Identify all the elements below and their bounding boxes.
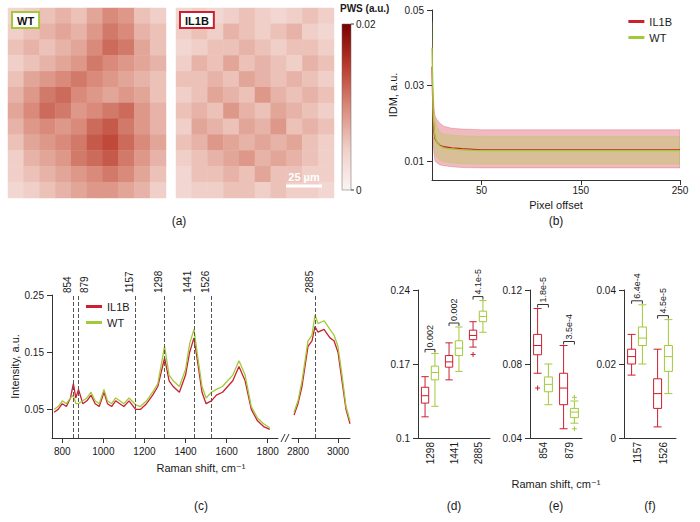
svg-text:1400: 1400 [174, 446, 197, 457]
svg-text:250: 250 [672, 185, 689, 196]
svg-text:Raman shift, cm⁻¹: Raman shift, cm⁻¹ [157, 462, 246, 474]
svg-text:879: 879 [564, 442, 575, 459]
svg-text:0.04: 0.04 [503, 433, 523, 444]
svg-text:854: 854 [62, 276, 73, 293]
svg-text:1526: 1526 [658, 442, 669, 465]
svg-text:1298: 1298 [425, 442, 436, 465]
svg-text:IL1B: IL1B [107, 301, 130, 313]
svg-text:2800: 2800 [287, 446, 310, 457]
svg-text:3.5e-4: 3.5e-4 [564, 314, 574, 340]
svg-text:1157: 1157 [124, 271, 135, 293]
svg-text:1800: 1800 [257, 446, 280, 457]
svg-text:879: 879 [79, 276, 90, 293]
svg-text:1200: 1200 [133, 446, 156, 457]
svg-text:IDM, a.u.: IDM, a.u. [387, 73, 399, 118]
svg-text:(a): (a) [172, 214, 187, 228]
svg-text:1157: 1157 [632, 442, 643, 464]
svg-text:0.12: 0.12 [503, 285, 523, 296]
svg-text:PWS (a.u.): PWS (a.u.) [340, 3, 389, 14]
svg-text:Raman shift, cm⁻¹: Raman shift, cm⁻¹ [512, 478, 601, 490]
svg-text:4.1e-5: 4.1e-5 [473, 269, 483, 295]
svg-text:Pixel offset: Pixel offset [529, 199, 583, 211]
svg-text:WT: WT [107, 317, 124, 329]
svg-text:(c): (c) [194, 499, 208, 513]
svg-text:0.002: 0.002 [449, 298, 459, 321]
svg-text:IL1B: IL1B [649, 16, 672, 28]
svg-text:1.8e-5: 1.8e-5 [538, 277, 548, 303]
svg-text:1600: 1600 [216, 446, 239, 457]
svg-text:(b): (b) [549, 214, 564, 228]
svg-text:0: 0 [610, 433, 616, 444]
svg-text:WT: WT [17, 15, 34, 27]
svg-text:1000: 1000 [92, 446, 115, 457]
svg-text:0.08: 0.08 [503, 359, 523, 370]
svg-text:50: 50 [476, 185, 488, 196]
svg-text:0.05: 0.05 [25, 404, 45, 415]
svg-text:0.05: 0.05 [405, 5, 425, 16]
svg-text:0.04: 0.04 [597, 285, 617, 296]
svg-text:4.5e-5: 4.5e-5 [658, 288, 668, 314]
svg-text:800: 800 [54, 446, 71, 457]
svg-text:0.24: 0.24 [391, 285, 411, 296]
svg-text:(e): (e) [549, 499, 564, 513]
svg-text:1526: 1526 [200, 270, 211, 293]
svg-text:0.1: 0.1 [396, 433, 410, 444]
svg-text:2885: 2885 [473, 442, 484, 465]
svg-text:25 µm: 25 µm [288, 171, 320, 183]
svg-text:6.4e-4: 6.4e-4 [632, 273, 642, 299]
svg-text:Intensity, a.u.: Intensity, a.u. [9, 334, 21, 399]
svg-text:1441: 1441 [449, 442, 460, 465]
svg-text:0.17: 0.17 [391, 359, 411, 370]
svg-text:0: 0 [356, 185, 362, 196]
svg-text:0.01: 0.01 [405, 156, 425, 167]
svg-text:0.03: 0.03 [405, 80, 425, 91]
svg-text:0.002: 0.002 [425, 325, 435, 348]
svg-text:(d): (d) [447, 499, 462, 513]
svg-text:WT: WT [649, 32, 666, 44]
svg-text:0.02: 0.02 [356, 19, 376, 30]
svg-text:0.15: 0.15 [25, 347, 45, 358]
svg-text:0.25: 0.25 [25, 290, 45, 301]
svg-text:3000: 3000 [327, 446, 350, 457]
svg-text:150: 150 [572, 185, 589, 196]
svg-text:IL1B: IL1B [185, 15, 209, 27]
svg-text:1441: 1441 [182, 270, 193, 293]
svg-text:854: 854 [538, 442, 549, 459]
svg-text:1298: 1298 [153, 270, 164, 293]
svg-text:2885: 2885 [304, 270, 315, 293]
svg-text:(f): (f) [644, 499, 655, 513]
svg-text:0.02: 0.02 [597, 359, 617, 370]
